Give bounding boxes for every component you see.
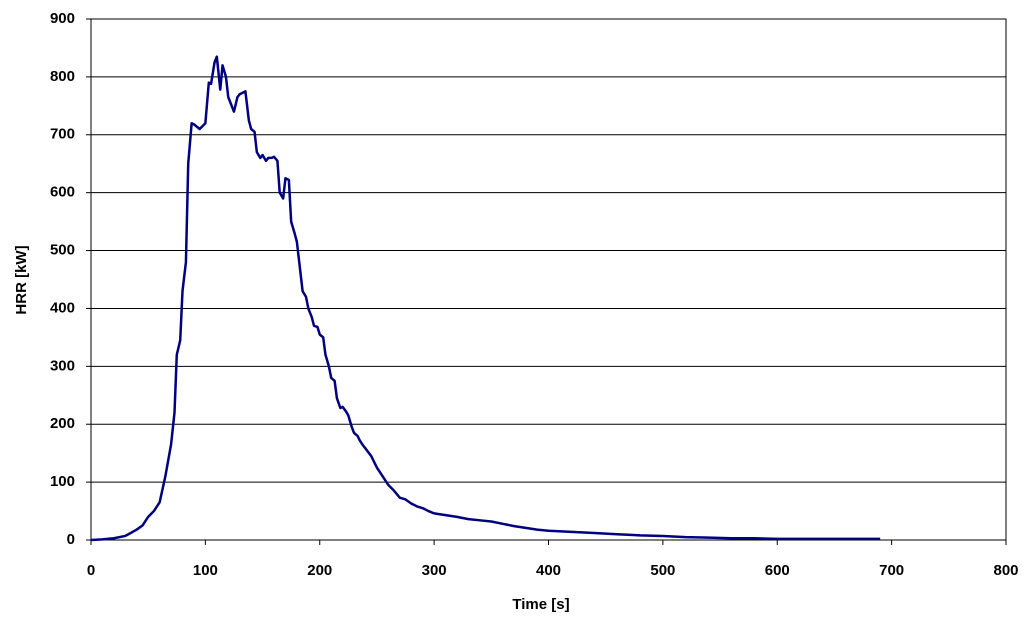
x-tick-label: 100 (193, 562, 218, 579)
y-tick-label: 800 (50, 68, 75, 85)
y-tick-label: 700 (50, 126, 75, 143)
x-tick-label: 0 (87, 562, 95, 579)
x-axis-title: Time [s] (512, 596, 569, 613)
data-line (90, 55, 881, 542)
x-tick-label: 300 (422, 562, 447, 579)
y-tick-label: 100 (50, 473, 75, 490)
x-tick-label: 800 (993, 562, 1018, 579)
y-tick-label: 600 (50, 184, 75, 201)
x-tick-label: 500 (650, 562, 675, 579)
plot-border (90, 18, 1007, 541)
x-tick-label: 200 (307, 562, 332, 579)
y-tick-label: 400 (50, 299, 75, 316)
x-tick-label: 400 (536, 562, 561, 579)
y-tick-label: 500 (50, 242, 75, 259)
y-tick-label: 300 (50, 357, 75, 374)
y-tick-label: 900 (50, 10, 75, 27)
x-tick-label: 700 (879, 562, 904, 579)
y-axis-title: HRR [kW] (13, 245, 30, 314)
y-tick-label: 200 (50, 415, 75, 432)
x-tick-label: 600 (765, 562, 790, 579)
y-tick-label: 0 (67, 531, 75, 548)
